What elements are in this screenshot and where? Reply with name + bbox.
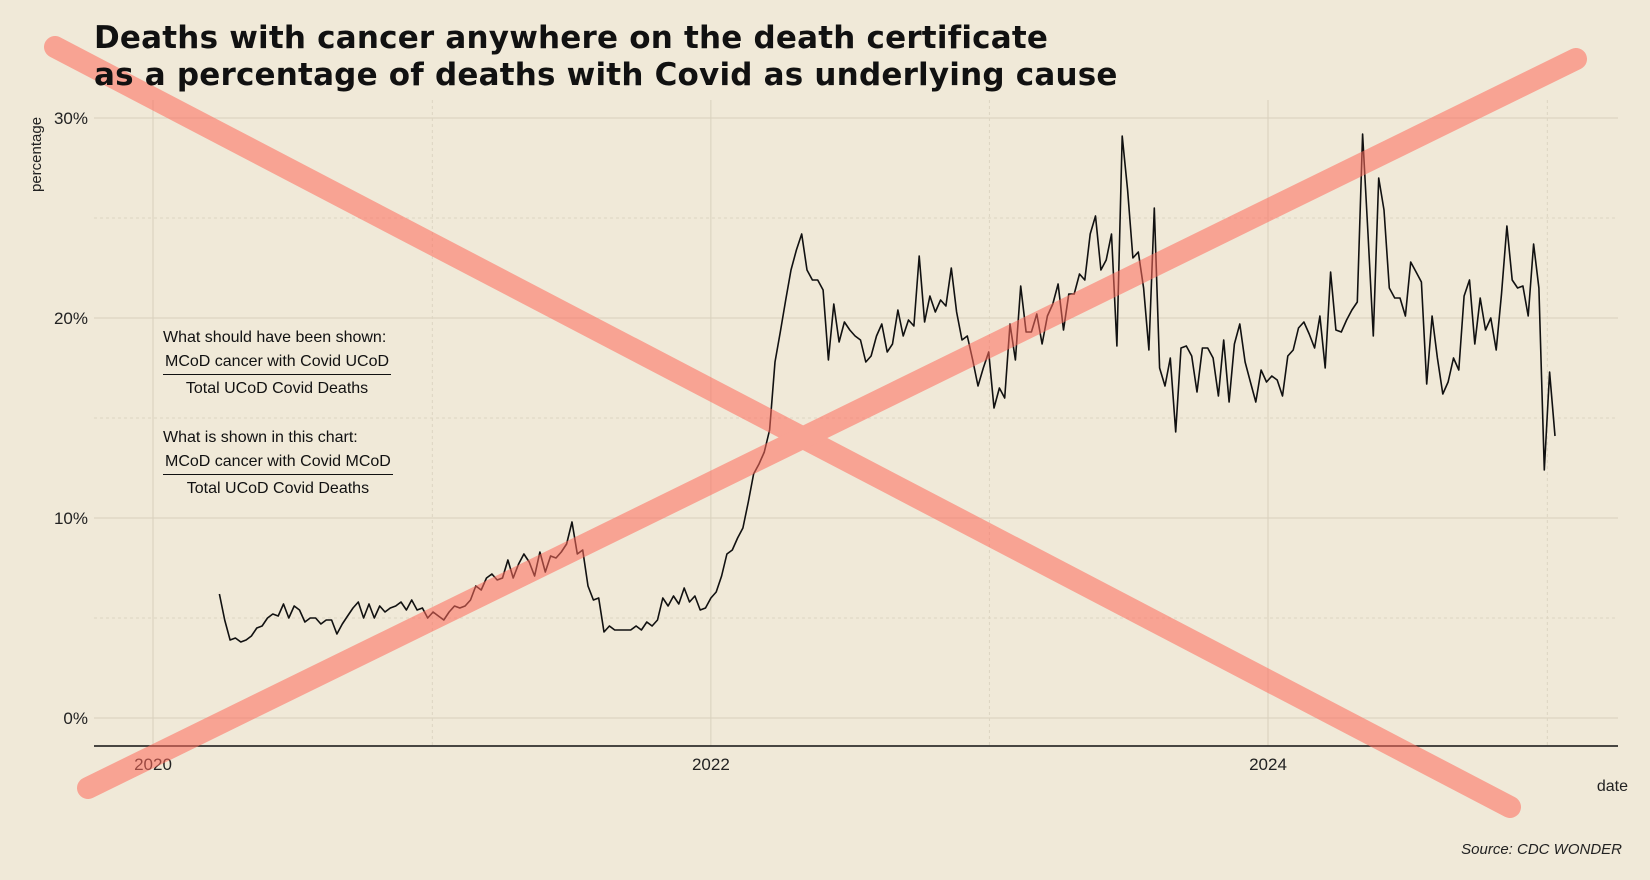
annotation-should-numerator: MCoD cancer with Covid UCoD [163,353,392,375]
annotation-shown-numerator: MCoD cancer with Covid MCoD [163,453,393,475]
annotation-shown-heading: What is shown in this chart: [163,429,358,446]
annotation-should: What should have been shown: MCoD cancer… [163,329,392,398]
x-tick-label: 2022 [692,755,730,774]
y-tick-label: 10% [54,509,88,528]
annotation-should-fraction: MCoD cancer with Covid UCoD Total UCoD C… [163,353,392,398]
x-axis-label: date [1596,778,1628,795]
annotation-shown: What is shown in this chart: MCoD cancer… [163,429,393,498]
y-axis-label: percentage [28,116,45,192]
x-tick-label: 2024 [1249,755,1287,774]
y-tick-label: 30% [54,109,88,128]
title-line-2: as a percentage of deaths with Covid as … [94,57,1118,93]
annotation-shown-fraction: MCoD cancer with Covid MCoD Total UCoD C… [163,453,393,498]
annotation-should-denominator: Total UCoD Covid Deaths [185,380,369,397]
y-tick-label: 0% [63,709,88,728]
red-x-overlay [44,36,1587,818]
title-line-1: Deaths with cancer anywhere on the death… [94,20,1049,56]
annotation-should-heading: What should have been shown: [163,329,387,346]
chart-title: Deaths with cancer anywhere on the death… [94,20,1118,94]
annotation-shown-denominator: Total UCoD Covid Deaths [186,480,370,497]
source-note: Source: CDC WONDER [1461,841,1622,858]
cross-stroke-2 [77,48,1587,799]
y-tick-label: 20% [54,309,88,328]
cross-stroke-1 [44,36,1521,818]
